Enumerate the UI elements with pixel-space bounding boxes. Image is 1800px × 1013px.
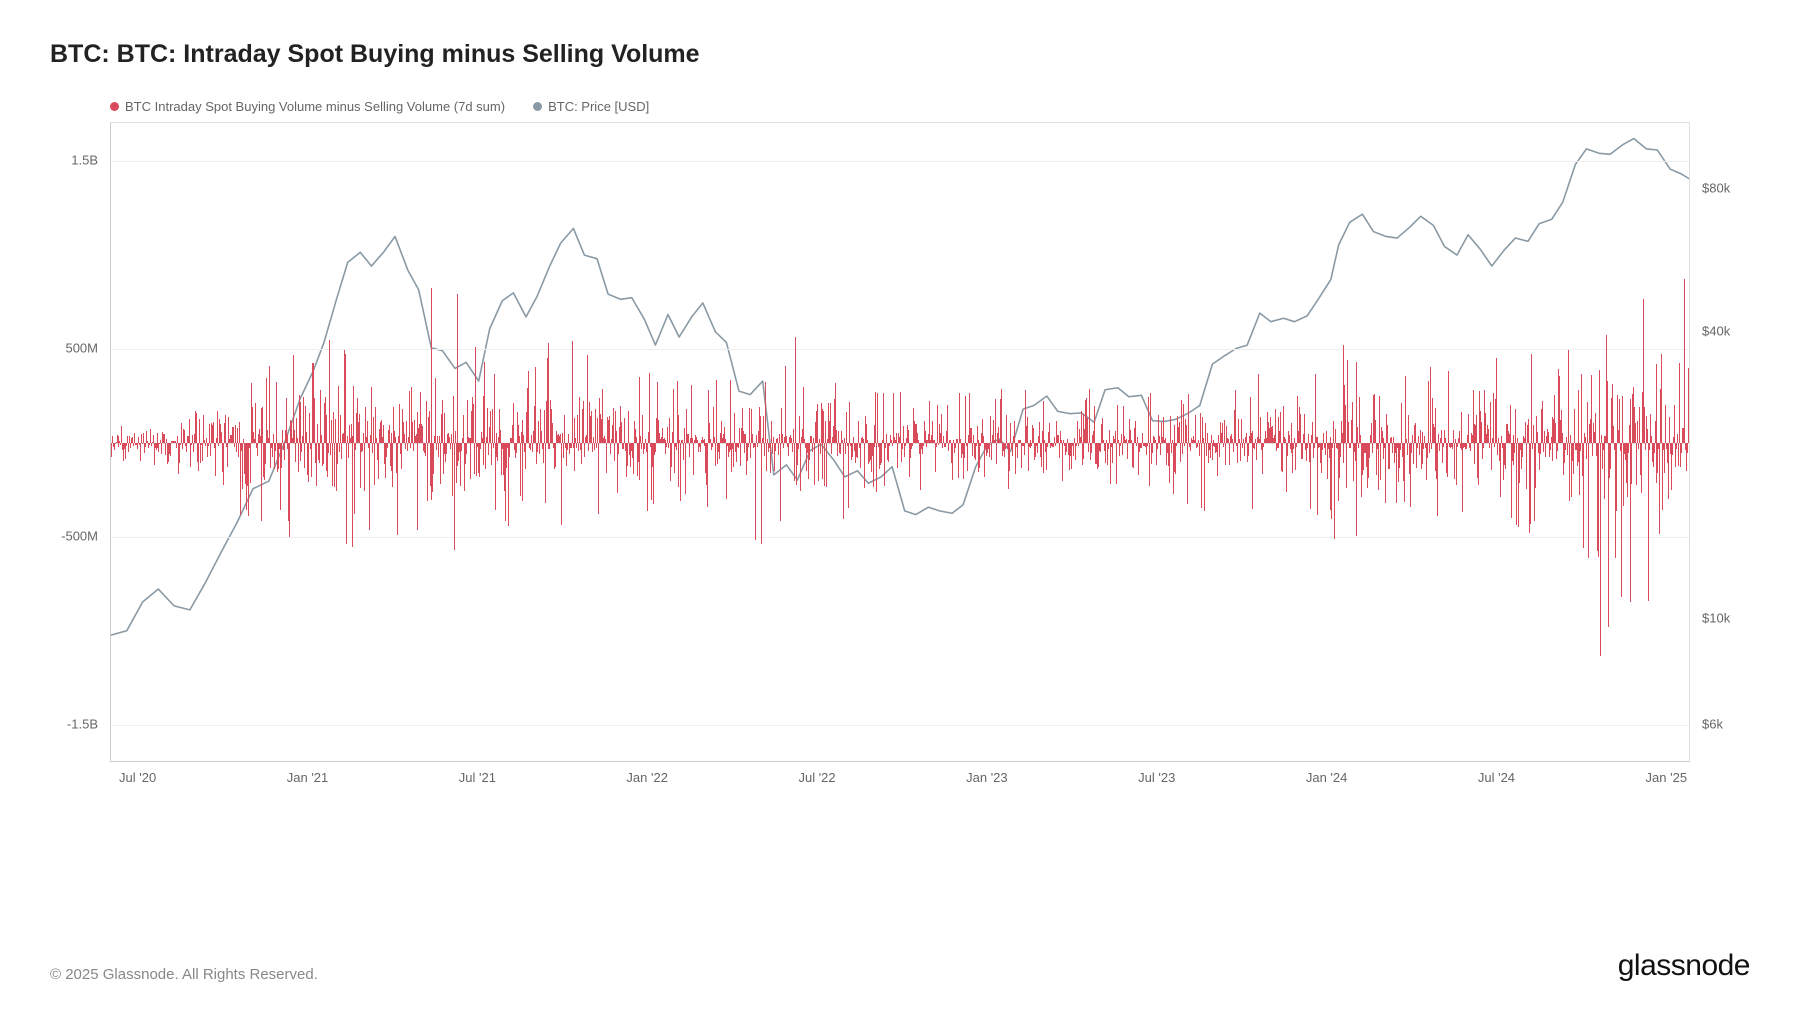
x-tick: Jan '24 xyxy=(1306,770,1348,785)
legend-dot-price xyxy=(533,102,542,111)
x-tick: Jul '21 xyxy=(459,770,496,785)
x-tick: Jul '23 xyxy=(1138,770,1175,785)
y-left-tick: 500M xyxy=(65,340,98,355)
x-tick: Jul '22 xyxy=(798,770,835,785)
y-left-tick: -500M xyxy=(61,529,98,544)
x-tick: Jul '20 xyxy=(119,770,156,785)
chart-title: BTC: BTC: Intraday Spot Buying minus Sel… xyxy=(50,40,1750,69)
y-right-tick: $6k xyxy=(1702,717,1723,732)
y-right-tick: $80k xyxy=(1702,180,1730,195)
y-right-tick: $40k xyxy=(1702,324,1730,339)
plot-area xyxy=(110,122,1690,762)
y-right-tick: $10k xyxy=(1702,611,1730,626)
legend-dot-volume xyxy=(110,102,119,111)
copyright: © 2025 Glassnode. All Rights Reserved. xyxy=(50,966,318,983)
legend: BTC Intraday Spot Buying Volume minus Se… xyxy=(110,99,1750,114)
x-tick: Jan '21 xyxy=(287,770,329,785)
x-tick: Jan '25 xyxy=(1646,770,1688,785)
brand-logo: glassnode xyxy=(1618,949,1750,983)
chart: 1.5B500M-500M-1.5B $80k$40k$10k$6k Jul '… xyxy=(110,122,1690,800)
footer: © 2025 Glassnode. All Rights Reserved. g… xyxy=(50,949,1750,983)
legend-item-price: BTC: Price [USD] xyxy=(533,99,649,114)
x-axis: Jul '20 Jan '21 Jul '21 Jan '22 Jul '22 Jan '… xyxy=(110,770,1690,800)
x-tick: Jan '23 xyxy=(966,770,1008,785)
y-left-tick: -1.5B xyxy=(67,717,98,732)
legend-item-volume: BTC Intraday Spot Buying Volume minus Se… xyxy=(110,99,505,114)
x-tick: Jan '22 xyxy=(626,770,668,785)
x-tick: Jul '24 xyxy=(1478,770,1515,785)
legend-label-price: BTC: Price [USD] xyxy=(548,99,649,114)
legend-label-volume: BTC Intraday Spot Buying Volume minus Se… xyxy=(125,99,505,114)
y-left-tick: 1.5B xyxy=(71,152,98,167)
